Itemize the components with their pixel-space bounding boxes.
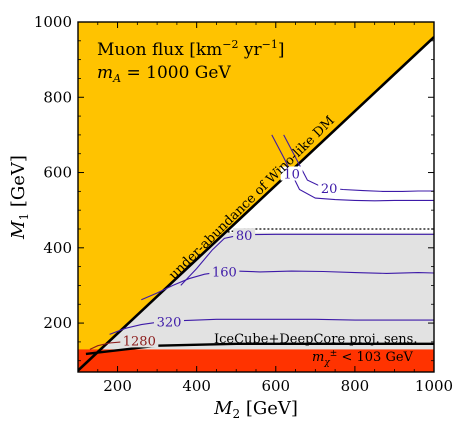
x-axis-label-sub: 2: [233, 407, 241, 421]
contour-label-80: 80: [236, 229, 253, 244]
legend-line1-sup2: −1: [262, 38, 278, 51]
contour-label-bg-80: [233, 228, 256, 243]
sensitivity-boundary-line: [85, 342, 434, 356]
y-tick-label: 1000: [34, 13, 72, 31]
y-axis-label: M1 [GeV]: [8, 155, 31, 240]
contour-label-bg-1280: [120, 333, 159, 348]
y-axis-label-unit: [GeV]: [8, 155, 29, 213]
contour-160: [141, 270, 434, 301]
contour-label-160: 160: [212, 266, 237, 281]
legend-line2-sub: A: [112, 72, 121, 85]
contour-label-1280: 1280: [123, 334, 156, 349]
y-tick-label: 600: [43, 164, 72, 182]
contour-label-10: 10: [283, 167, 300, 182]
plot-frame: [77, 21, 435, 373]
x-tick-label: 200: [103, 377, 132, 395]
y-tick-label: 800: [43, 88, 72, 106]
y-axis-label-sub: 1: [17, 213, 31, 221]
chargino-b: < 103 GeV: [337, 350, 413, 365]
dotted-boundary-line: [89, 228, 434, 360]
x-axis-label-main: M: [213, 398, 233, 419]
svg-text:mA = 1000 GeV: mA = 1000 GeV: [97, 63, 231, 85]
legend-line1-c: ]: [278, 40, 285, 60]
contour-label-bg-20: [318, 181, 341, 196]
x-tick-label: 800: [341, 377, 370, 395]
x-axis-label-unit: [GeV]: [240, 398, 298, 419]
x-tick-label: 600: [261, 377, 290, 395]
under-abundance-region: [78, 22, 434, 371]
chargino-sup: ±: [330, 349, 338, 359]
x-tick-label: 1000: [415, 377, 453, 395]
x-tick-label: 400: [182, 377, 211, 395]
legend-line1-b: yr: [239, 40, 263, 60]
svg-text:Muon flux [km−2 yr−1]: Muon flux [km−2 yr−1]: [97, 38, 285, 60]
y-tick-label: 400: [43, 239, 72, 257]
legend-line1-a: Muon flux [km: [97, 40, 222, 60]
legend-line2-b: = 1000 GeV: [121, 63, 231, 83]
x-axis-label: M2 [GeV]: [213, 398, 298, 421]
legend-line1-sup1: −2: [222, 38, 238, 51]
chargino-a: m: [312, 350, 324, 365]
sensitivity-label: IceCube+DeepCore proj. sens.: [214, 332, 417, 347]
contour-320: [109, 318, 434, 335]
contour-label-bg-10: [280, 166, 303, 181]
legend-line2-a: m: [97, 63, 113, 83]
contour-label-bg-320: [153, 314, 184, 329]
y-tick-label: 200: [43, 314, 72, 332]
legend-box: Muon flux [km−2 yr−1] mA = 1000 GeV: [97, 38, 285, 85]
y-axis-label-main: M: [8, 220, 29, 240]
chargino-exclusion-region: [78, 349, 434, 372]
contour-label-20: 20: [321, 182, 338, 197]
chargino-limit-label: mχ± < 103 GeV: [312, 349, 414, 368]
contour-label-bg-160: [209, 264, 240, 279]
chargino-sub: χ: [323, 358, 330, 368]
contour-label-320: 320: [157, 315, 182, 330]
